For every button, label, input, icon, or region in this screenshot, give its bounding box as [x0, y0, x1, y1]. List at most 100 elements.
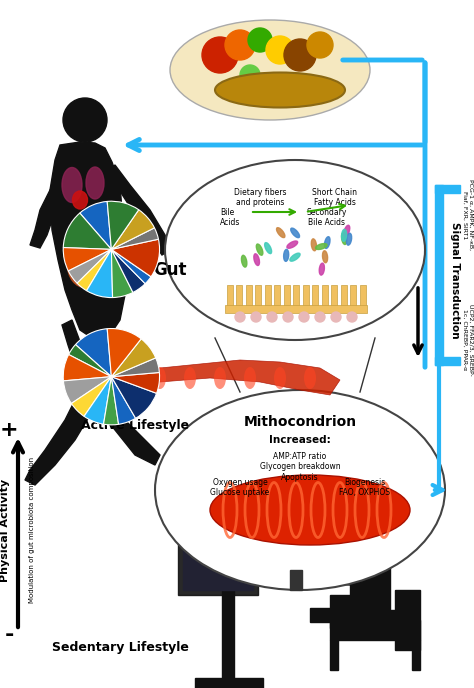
Ellipse shape — [291, 228, 300, 237]
Ellipse shape — [344, 225, 350, 237]
Text: Increased:: Increased: — [269, 435, 331, 445]
Circle shape — [63, 98, 107, 142]
Wedge shape — [107, 202, 139, 249]
Ellipse shape — [244, 367, 256, 389]
Bar — [274, 285, 281, 307]
Circle shape — [266, 36, 294, 64]
Ellipse shape — [67, 242, 102, 288]
Ellipse shape — [241, 255, 247, 267]
Wedge shape — [111, 338, 156, 376]
Bar — [412, 640, 420, 670]
Bar — [255, 285, 262, 307]
Bar — [435, 185, 443, 365]
Wedge shape — [111, 210, 155, 249]
Wedge shape — [111, 376, 156, 418]
Bar — [330, 610, 395, 628]
Ellipse shape — [346, 233, 352, 245]
Bar — [330, 640, 338, 670]
Circle shape — [347, 312, 357, 322]
Ellipse shape — [304, 367, 316, 389]
Ellipse shape — [214, 367, 226, 389]
Ellipse shape — [165, 160, 425, 340]
Circle shape — [357, 530, 393, 566]
Wedge shape — [80, 202, 111, 249]
Bar — [290, 570, 302, 590]
Circle shape — [240, 65, 260, 85]
Bar — [395, 590, 420, 650]
Bar — [322, 285, 328, 307]
Wedge shape — [111, 249, 133, 297]
Ellipse shape — [316, 244, 327, 250]
Text: Active Lifestyle: Active Lifestyle — [81, 418, 189, 431]
Ellipse shape — [322, 251, 328, 263]
Bar — [293, 285, 300, 307]
Circle shape — [284, 39, 316, 71]
Wedge shape — [111, 249, 145, 292]
Wedge shape — [84, 376, 111, 424]
Ellipse shape — [210, 475, 410, 545]
Text: Dietary fibers
and proteins: Dietary fibers and proteins — [234, 188, 286, 207]
Bar — [222, 575, 234, 685]
Bar — [225, 305, 367, 313]
Wedge shape — [63, 354, 111, 381]
Text: Physical Activity: Physical Activity — [0, 478, 10, 581]
Bar — [360, 285, 366, 307]
Wedge shape — [107, 329, 141, 376]
Wedge shape — [87, 249, 112, 298]
Text: Sedentary Lifestyle: Sedentary Lifestyle — [52, 641, 189, 654]
Circle shape — [235, 312, 245, 322]
Bar — [341, 285, 347, 307]
Wedge shape — [68, 249, 111, 283]
Bar — [435, 357, 460, 365]
Circle shape — [248, 28, 272, 52]
Bar — [350, 565, 390, 620]
Wedge shape — [75, 329, 111, 376]
Text: Bile
Acids: Bile Acids — [220, 208, 240, 228]
Bar — [237, 285, 243, 307]
Ellipse shape — [319, 263, 324, 275]
Ellipse shape — [124, 367, 136, 389]
Bar — [195, 678, 263, 688]
Circle shape — [267, 312, 277, 322]
Bar — [178, 540, 258, 595]
Polygon shape — [62, 320, 160, 465]
Ellipse shape — [86, 167, 104, 199]
Text: Mithocondrion: Mithocondrion — [244, 415, 356, 429]
Polygon shape — [50, 142, 125, 340]
Ellipse shape — [274, 367, 286, 389]
Wedge shape — [103, 376, 118, 424]
Circle shape — [202, 37, 238, 73]
Bar — [435, 185, 460, 193]
Ellipse shape — [184, 367, 196, 389]
Circle shape — [251, 312, 261, 322]
Text: AMP:ATP ratio
Glycogen breakdown
Apoptosis: AMP:ATP ratio Glycogen breakdown Apoptos… — [260, 452, 340, 482]
Text: Biogenesis
FAO, OXPHOS: Biogenesis FAO, OXPHOS — [339, 478, 391, 497]
Ellipse shape — [77, 343, 99, 398]
Text: -: - — [4, 625, 14, 645]
Polygon shape — [25, 335, 112, 485]
Bar — [331, 285, 337, 307]
Wedge shape — [69, 345, 111, 376]
Ellipse shape — [264, 243, 272, 254]
Text: PCG-1 α, AMPK, NF-κB,
Fiaf, FXR, SIRT1: PCG-1 α, AMPK, NF-κB, Fiaf, FXR, SIRT1 — [463, 180, 474, 250]
Bar — [265, 285, 271, 307]
Ellipse shape — [283, 249, 289, 261]
Ellipse shape — [256, 244, 263, 255]
Ellipse shape — [342, 229, 346, 241]
Polygon shape — [330, 595, 420, 640]
Circle shape — [225, 30, 255, 60]
Bar — [246, 285, 252, 307]
Circle shape — [299, 312, 309, 322]
Bar — [350, 285, 356, 307]
Wedge shape — [111, 228, 158, 249]
Ellipse shape — [276, 228, 285, 237]
Text: Secondary
Bile Acids: Secondary Bile Acids — [307, 208, 347, 228]
Wedge shape — [111, 372, 160, 394]
Polygon shape — [30, 175, 68, 248]
Bar — [312, 285, 319, 307]
Ellipse shape — [154, 367, 166, 389]
Ellipse shape — [155, 390, 445, 590]
Wedge shape — [111, 239, 160, 277]
Ellipse shape — [73, 191, 88, 209]
Wedge shape — [63, 248, 111, 271]
